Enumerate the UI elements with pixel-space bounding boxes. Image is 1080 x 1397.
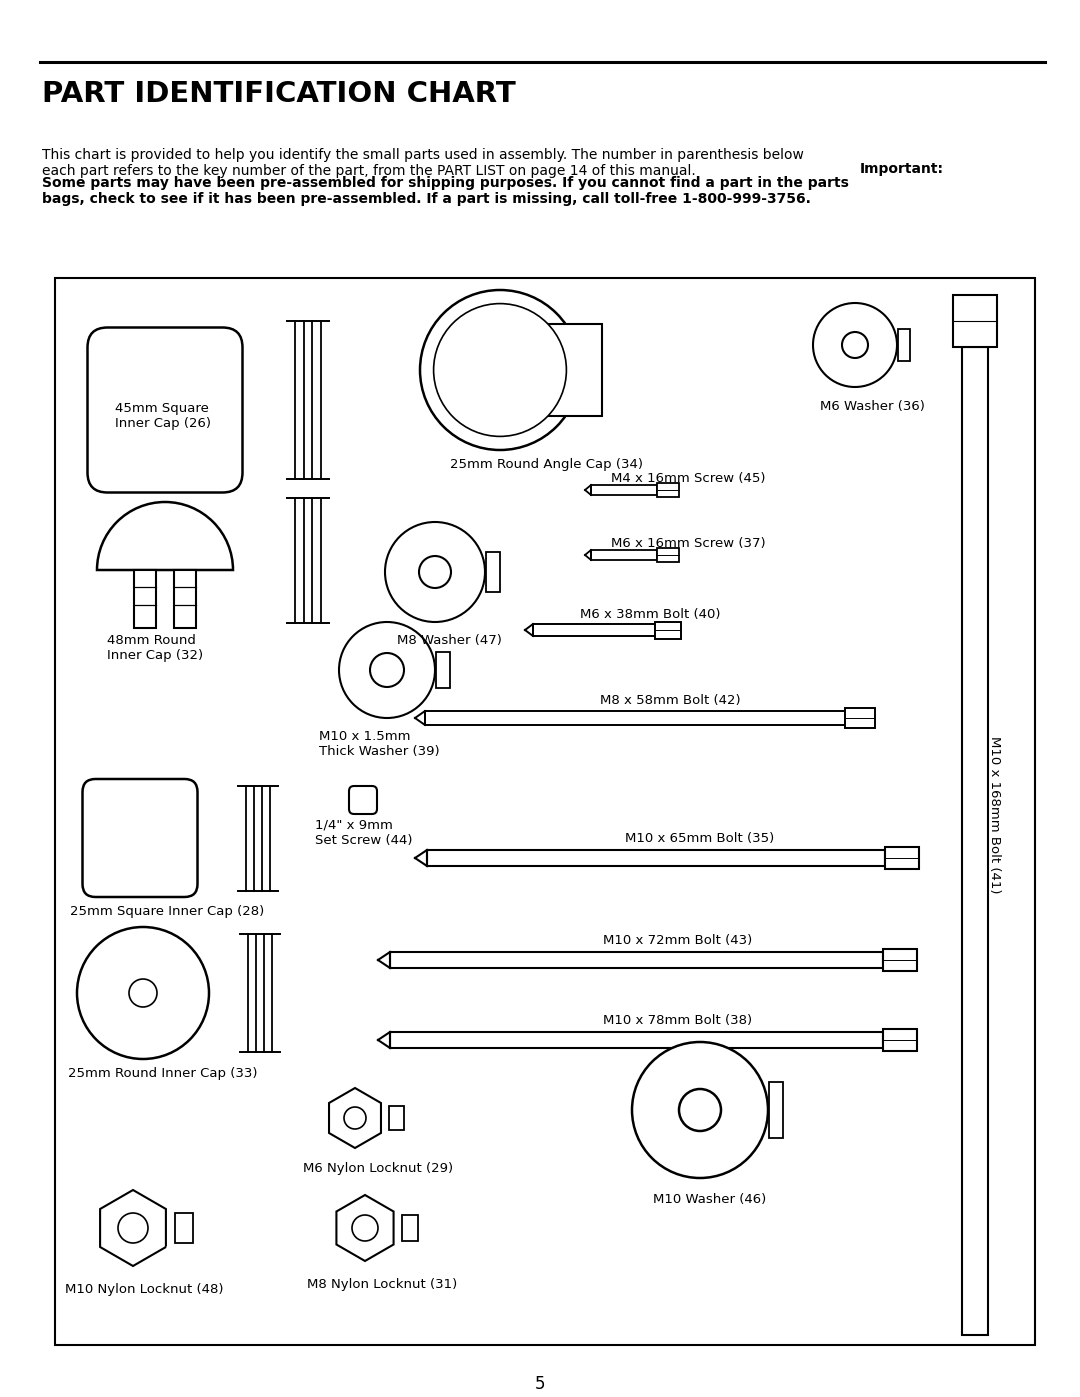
Bar [402, 1215, 418, 1241]
Bar [55, 278, 1035, 1345]
Circle shape [345, 1106, 366, 1129]
Text: M10 Washer (46): M10 Washer (46) [653, 1193, 766, 1206]
Text: M8 Washer (47): M8 Washer (47) [397, 634, 502, 647]
Circle shape [384, 522, 485, 622]
Text: M6 Washer (36): M6 Washer (36) [820, 400, 924, 414]
Circle shape [842, 332, 868, 358]
Text: M6 x 16mm Screw (37): M6 x 16mm Screw (37) [611, 536, 766, 550]
Bar [436, 652, 450, 687]
Bar [845, 708, 875, 728]
Circle shape [679, 1090, 721, 1132]
Bar [883, 949, 917, 971]
Bar [486, 552, 500, 592]
Bar [427, 849, 885, 866]
Text: PART IDENTIFICATION CHART: PART IDENTIFICATION CHART [42, 80, 516, 108]
FancyBboxPatch shape [82, 780, 198, 897]
Polygon shape [337, 1194, 393, 1261]
Text: This chart is provided to help you identify the small parts used in assembly. Th: This chart is provided to help you ident… [42, 148, 804, 179]
Bar [654, 622, 681, 638]
Text: Important:: Important: [860, 162, 944, 176]
Text: M10 Nylon Locknut (48): M10 Nylon Locknut (48) [65, 1282, 224, 1296]
Circle shape [433, 303, 566, 436]
Circle shape [352, 1215, 378, 1241]
Bar [540, 324, 602, 416]
Bar [885, 847, 919, 869]
FancyBboxPatch shape [349, 787, 377, 814]
Text: M10 x 72mm Bolt (43): M10 x 72mm Bolt (43) [603, 935, 753, 947]
Bar [390, 951, 883, 968]
Bar [897, 330, 910, 360]
Text: M6 x 38mm Bolt (40): M6 x 38mm Bolt (40) [580, 608, 720, 622]
Text: M10 x 65mm Bolt (35): M10 x 65mm Bolt (35) [625, 833, 774, 845]
Bar [426, 711, 845, 725]
Bar [769, 1083, 783, 1139]
Text: M6 Nylon Locknut (29): M6 Nylon Locknut (29) [303, 1162, 454, 1175]
Bar [175, 1213, 193, 1243]
Polygon shape [100, 1190, 166, 1266]
Text: M8 Nylon Locknut (31): M8 Nylon Locknut (31) [307, 1278, 457, 1291]
Text: 25mm Round Angle Cap (34): 25mm Round Angle Cap (34) [450, 458, 643, 471]
Bar [883, 1030, 917, 1051]
Text: M4 x 16mm Screw (45): M4 x 16mm Screw (45) [611, 472, 766, 485]
Text: 1/4" x 9mm
Set Screw (44): 1/4" x 9mm Set Screw (44) [315, 819, 413, 847]
Circle shape [77, 928, 210, 1059]
Text: M10 x 1.5mm
Thick Washer (39): M10 x 1.5mm Thick Washer (39) [319, 731, 440, 759]
Circle shape [632, 1042, 768, 1178]
Bar [657, 548, 679, 562]
Circle shape [339, 622, 435, 718]
Text: 25mm Square Inner Cap (28): 25mm Square Inner Cap (28) [70, 905, 265, 918]
Bar [134, 570, 156, 629]
Bar [657, 483, 679, 497]
Bar [591, 550, 657, 560]
Bar [591, 485, 657, 495]
Bar [389, 1106, 404, 1130]
Text: M8 x 58mm Bolt (42): M8 x 58mm Bolt (42) [600, 694, 741, 707]
Polygon shape [329, 1088, 381, 1148]
Text: 48mm Round
Inner Cap (32): 48mm Round Inner Cap (32) [107, 634, 203, 662]
Text: 5: 5 [535, 1375, 545, 1393]
Circle shape [118, 1213, 148, 1243]
Circle shape [419, 556, 451, 588]
Bar [953, 295, 997, 346]
Circle shape [813, 303, 897, 387]
FancyBboxPatch shape [87, 327, 243, 493]
Bar [534, 624, 654, 636]
Bar [390, 1032, 883, 1048]
Circle shape [129, 979, 157, 1007]
Wedge shape [97, 502, 233, 570]
Text: 25mm Round Inner Cap (33): 25mm Round Inner Cap (33) [68, 1067, 257, 1080]
Text: 45mm Square
Inner Cap (26): 45mm Square Inner Cap (26) [114, 402, 211, 430]
Bar [174, 570, 195, 629]
Bar [962, 346, 988, 1336]
Text: M10 x 168mm Bolt (41): M10 x 168mm Bolt (41) [988, 736, 1001, 894]
Circle shape [370, 652, 404, 687]
Text: Some parts may have been pre-assembled for shipping purposes. If you cannot find: Some parts may have been pre-assembled f… [42, 176, 849, 207]
Circle shape [420, 291, 580, 450]
Text: M10 x 78mm Bolt (38): M10 x 78mm Bolt (38) [603, 1014, 752, 1027]
